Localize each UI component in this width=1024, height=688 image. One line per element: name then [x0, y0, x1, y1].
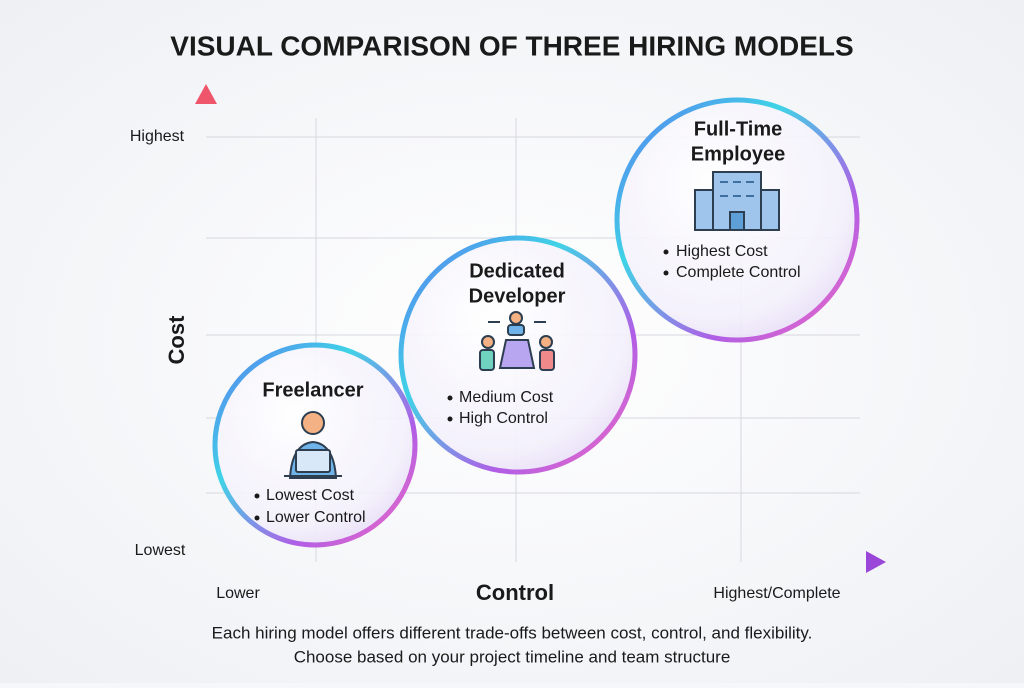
title: VISUAL COMPARISON OF THREE HIRING MODELS [170, 30, 853, 61]
freelancer-icon [284, 411, 342, 479]
model-title: Dedicated [469, 260, 565, 282]
x-tick: Highest/Complete [713, 585, 840, 602]
x-label: Control [476, 580, 554, 605]
bullet: Lower Control [266, 509, 366, 526]
bullet: High Control [459, 410, 548, 427]
bullet: Medium Cost [459, 389, 554, 406]
y-label: Cost [164, 315, 189, 365]
model-title: Freelancer [262, 379, 363, 401]
bullet: Highest Cost [676, 243, 768, 260]
y-arrow [195, 84, 217, 104]
footer: Each hiring model offers different trade… [212, 623, 813, 642]
model-title: Full-Time [694, 118, 783, 140]
model-title: Employee [691, 143, 785, 165]
x-tick: Lower [216, 585, 260, 602]
model-title: Developer [469, 285, 566, 307]
building-icon [694, 171, 780, 231]
y-tick: Lowest [135, 542, 186, 559]
y-tick: Highest [130, 128, 185, 145]
team-icon [479, 311, 555, 371]
footer: Choose based on your project timeline an… [294, 647, 731, 666]
x-arrow [866, 551, 886, 573]
model-freelancer: Freelancer Lowest Cost Lower Control [212, 342, 418, 548]
bullet: Complete Control [676, 264, 801, 281]
bullet: Lowest Cost [266, 487, 355, 504]
model-dedicated: Dedicated Developer Medium Cost High Con… [398, 235, 638, 475]
model-fulltime: Full-Time Employee Highest Cost Complete… [614, 97, 860, 343]
